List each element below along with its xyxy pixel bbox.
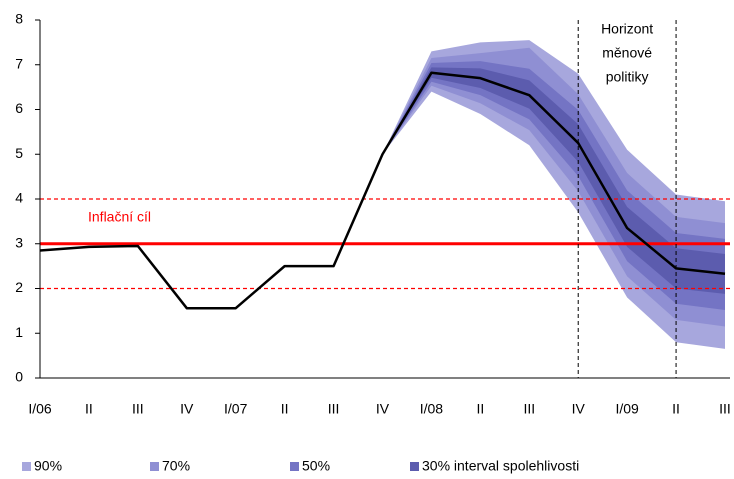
- target-label: Inflační cíl: [88, 208, 151, 224]
- y-tick-label: 8: [15, 11, 23, 27]
- x-tick-label: I/06: [28, 401, 52, 417]
- legend-swatch: [290, 462, 299, 471]
- legend-swatch: [22, 462, 31, 471]
- x-tick-label: III: [719, 401, 731, 417]
- legend-swatch: [150, 462, 159, 471]
- legend-label: 50%: [302, 458, 330, 474]
- x-tick-label: I/08: [420, 401, 444, 417]
- legend-swatch: [410, 462, 419, 471]
- horizon-label: Horizont: [601, 21, 653, 37]
- x-tick-label: II: [672, 401, 680, 417]
- y-tick-label: 4: [15, 190, 23, 206]
- x-tick-label: II: [85, 401, 93, 417]
- y-tick-label: 0: [15, 369, 23, 385]
- y-tick-label: 1: [15, 324, 23, 340]
- legend-label: 70%: [162, 458, 190, 474]
- horizon-label: měnové: [602, 45, 652, 61]
- y-tick-label: 2: [15, 279, 23, 295]
- y-tick-label: 7: [15, 55, 23, 71]
- legend-label: 90%: [34, 458, 62, 474]
- x-tick-label: IV: [180, 401, 194, 417]
- x-tick-label: II: [281, 401, 289, 417]
- x-tick-label: III: [523, 401, 535, 417]
- x-tick-label: IV: [376, 401, 390, 417]
- legend-label: 30% interval spolehlivosti: [422, 458, 579, 474]
- center-line: [39, 71, 726, 310]
- y-tick-label: 6: [15, 100, 23, 116]
- x-tick-label: III: [132, 401, 144, 417]
- y-tick-label: 5: [15, 145, 23, 161]
- x-tick-label: IV: [572, 401, 586, 417]
- x-tick-label: II: [476, 401, 484, 417]
- y-tick-label: 3: [15, 234, 23, 250]
- horizon-label: politiky: [606, 69, 649, 85]
- x-tick-label: III: [328, 401, 340, 417]
- x-tick-label: I/09: [615, 401, 639, 417]
- x-tick-label: I/07: [224, 401, 248, 417]
